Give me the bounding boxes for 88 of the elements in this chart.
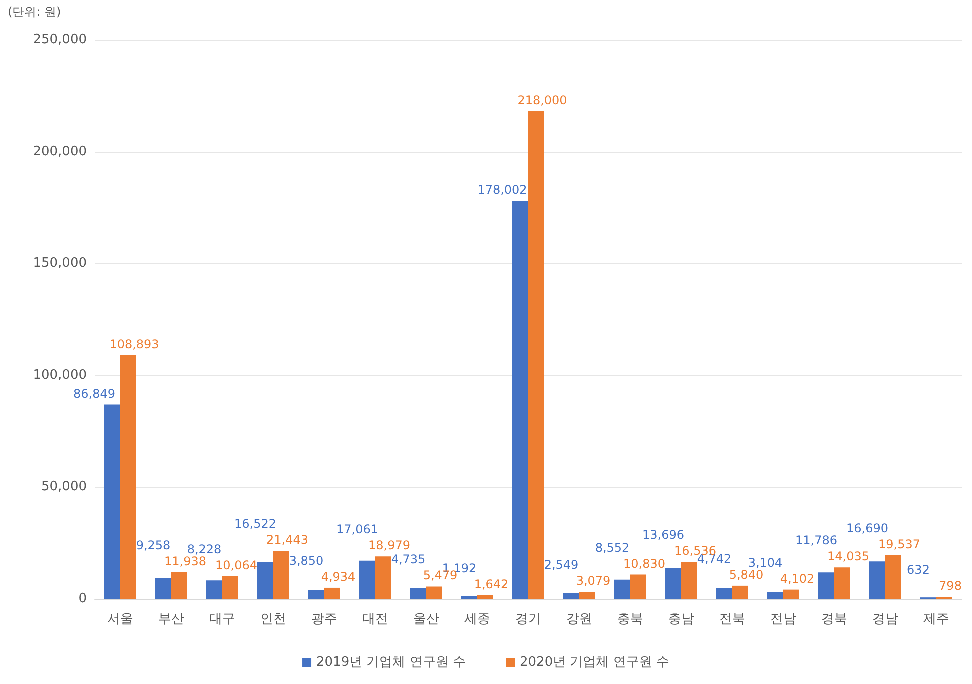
x-tick-label: 부산 (158, 612, 184, 627)
bar (834, 568, 850, 599)
x-tick-label: 전북 (720, 612, 746, 627)
bar (426, 586, 442, 599)
bar (274, 551, 290, 599)
x-tick-label: 전남 (770, 612, 796, 627)
data-label: 19,537 (878, 537, 920, 552)
data-label: 218,000 (518, 94, 568, 108)
x-tick-label: 경기 (516, 612, 542, 627)
data-label: 178,002 (478, 182, 528, 197)
bar (580, 592, 596, 599)
y-tick-label: 200,000 (33, 144, 87, 160)
data-label: 4,934 (321, 570, 356, 584)
data-label: 10,064 (216, 558, 258, 572)
x-tick-label: 제주 (924, 612, 950, 627)
data-label: 108,893 (110, 338, 160, 352)
x-tick-label: 인천 (260, 612, 286, 627)
bar (156, 578, 172, 599)
x-tick-label: 울산 (414, 612, 440, 627)
data-label: 18,979 (368, 538, 410, 553)
bar (666, 568, 682, 599)
x-tick-label: 대전 (362, 612, 388, 627)
data-label: 2,549 (544, 558, 579, 572)
data-label: 14,035 (828, 550, 870, 564)
y-tick-label: 50,000 (42, 480, 87, 495)
x-tick-label: 경남 (872, 612, 898, 627)
y-tick-label: 0 (78, 592, 87, 606)
data-label: 3,850 (289, 554, 324, 568)
x-tick-label: 경북 (822, 612, 848, 627)
legend-label: 2020년 기업체 연구원 수 (520, 655, 670, 670)
bar (818, 572, 834, 599)
data-label: 16,522 (234, 517, 276, 532)
bar (630, 574, 646, 599)
data-label: 798 (939, 579, 962, 594)
bar (768, 592, 784, 599)
x-tick-label: 서울 (108, 612, 134, 627)
bar (222, 576, 238, 599)
data-label: 3,079 (576, 574, 611, 588)
bar (206, 580, 222, 599)
bar (104, 404, 120, 599)
bar (410, 588, 426, 599)
data-label: 3,104 (748, 556, 783, 570)
y-tick-label: 250,000 (33, 32, 87, 48)
x-tick-label: 충북 (618, 612, 644, 627)
data-label: 8,228 (187, 542, 222, 556)
bar (886, 555, 902, 599)
data-label: 9,258 (136, 538, 171, 552)
bar (716, 588, 732, 599)
data-label: 10,830 (624, 556, 666, 571)
bar (172, 572, 188, 599)
x-tick-label: 광주 (312, 612, 338, 627)
data-label: 21,443 (266, 533, 308, 548)
data-label: 8,552 (595, 540, 630, 555)
bar (258, 562, 274, 599)
bar (732, 586, 748, 599)
data-label: 632 (907, 563, 930, 578)
bar (528, 112, 544, 599)
data-label: 11,938 (164, 554, 206, 568)
data-label: 1,642 (474, 577, 509, 592)
data-label: 16,690 (846, 521, 888, 536)
bar (360, 560, 376, 599)
bar (614, 580, 630, 599)
bar (682, 562, 698, 599)
data-label: 11,786 (796, 534, 838, 548)
y-tick-label: 150,000 (33, 256, 87, 272)
data-label: 17,061 (336, 522, 378, 537)
x-tick-label: 세종 (464, 612, 490, 627)
y-tick-label: 100,000 (33, 368, 87, 383)
data-label: 4,735 (391, 552, 426, 567)
data-label: 86,849 (74, 386, 116, 401)
bar (564, 593, 580, 599)
data-label: 13,696 (642, 528, 684, 542)
bar (324, 588, 340, 599)
x-tick-label: 충남 (668, 612, 694, 627)
text: (단위: 원) (8, 5, 62, 19)
bar (120, 356, 136, 599)
x-tick-label: 강원 (566, 612, 592, 627)
bar (870, 562, 886, 599)
legend-label: 2019년 기업체 연구원 수 (316, 655, 466, 670)
bar (512, 200, 528, 599)
bar (784, 590, 800, 599)
x-tick-label: 대구 (210, 612, 236, 627)
data-label: 5,840 (729, 568, 764, 582)
bar (376, 556, 392, 599)
data-label: 4,102 (780, 572, 815, 586)
bar (478, 595, 494, 599)
bar (308, 590, 324, 599)
bar (462, 596, 478, 599)
